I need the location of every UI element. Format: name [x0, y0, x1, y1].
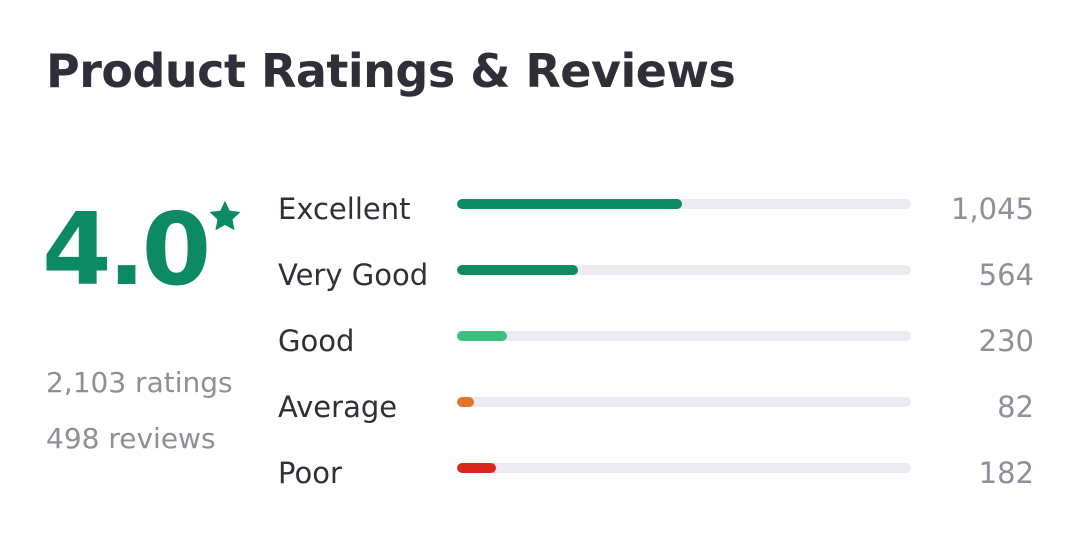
rating-row-poor: Poor 182	[278, 450, 1048, 516]
star-icon	[207, 198, 243, 234]
rating-label: Very Good	[278, 258, 429, 292]
rating-row-excellent: Excellent 1,045	[278, 186, 1048, 252]
rating-bar-track	[457, 463, 911, 473]
rating-bar-fill	[457, 397, 474, 407]
rating-count: 82	[997, 390, 1034, 424]
rating-bar-fill	[457, 265, 579, 275]
rating-breakdown: Excellent 1,045 Very Good 564 Good 230 A…	[278, 186, 1048, 516]
rating-label: Average	[278, 390, 398, 424]
ratings-count: 2,103 ratings	[46, 366, 233, 399]
average-rating-value: 4.0	[42, 191, 211, 308]
rating-count: 230	[978, 324, 1034, 358]
rating-label: Poor	[278, 456, 342, 490]
rating-bar-fill	[457, 331, 507, 341]
average-rating: 4.0	[42, 200, 262, 320]
rating-count: 182	[978, 456, 1034, 490]
page-title: Product Ratings & Reviews	[46, 44, 736, 98]
rating-label: Excellent	[278, 192, 411, 226]
rating-row-good: Good 230	[278, 318, 1048, 384]
rating-bar-fill	[457, 199, 682, 209]
rating-bar-track	[457, 397, 911, 407]
reviews-count: 498 reviews	[46, 422, 216, 455]
rating-bar-track	[457, 331, 911, 341]
rating-row-very-good: Very Good 564	[278, 252, 1048, 318]
rating-bar-fill	[457, 463, 497, 473]
rating-bar-track	[457, 265, 911, 275]
rating-bar-track	[457, 199, 911, 209]
rating-label: Good	[278, 324, 355, 358]
rating-count: 1,045	[950, 192, 1034, 226]
rating-row-average: Average 82	[278, 384, 1048, 450]
rating-count: 564	[978, 258, 1034, 292]
